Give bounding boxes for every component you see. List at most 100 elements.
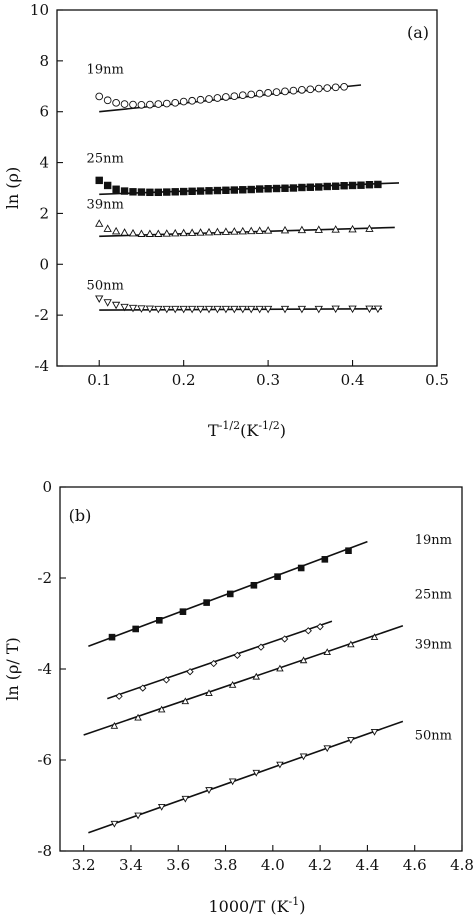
data-point bbox=[221, 305, 231, 314]
data-point bbox=[205, 689, 213, 696]
data-point bbox=[132, 625, 139, 633]
data-point bbox=[331, 225, 340, 233]
data-point bbox=[316, 623, 324, 631]
data-point bbox=[146, 188, 154, 197]
data-point bbox=[365, 180, 374, 189]
data-point bbox=[110, 721, 119, 729]
data-point bbox=[213, 227, 222, 236]
data-point bbox=[134, 713, 142, 721]
data-point bbox=[222, 93, 230, 101]
data-point bbox=[181, 697, 190, 705]
panel-a-series-label-50nm: 50nm bbox=[87, 279, 124, 294]
data-point bbox=[179, 97, 188, 106]
panel-b-y-tick-label: 0 bbox=[42, 478, 52, 496]
data-point bbox=[238, 91, 247, 100]
panel-a-series-50nm bbox=[95, 295, 383, 314]
data-point bbox=[365, 305, 374, 314]
data-point bbox=[348, 224, 357, 233]
panel-b-chart: (b) ln (ρ/ T) 1000/T (K-1) 3.2 3.4 3.6 3.8 4… bbox=[3, 478, 474, 916]
panel-a-series: 19nm 25nm 39nm 50nm bbox=[87, 63, 400, 314]
panel-a-y-tick-label: 10 bbox=[30, 1, 49, 19]
panel-b-series-25nm bbox=[107, 620, 333, 700]
data-point bbox=[222, 186, 230, 194]
data-point bbox=[137, 188, 146, 196]
data-point bbox=[196, 305, 205, 314]
panel-a-series-label-25nm: 25nm bbox=[87, 152, 124, 167]
data-point bbox=[331, 83, 340, 92]
data-point bbox=[263, 226, 273, 234]
data-point bbox=[289, 184, 298, 192]
data-point bbox=[213, 94, 222, 102]
panel-b-x-axis-label: 1000/T (K-1) bbox=[208, 895, 305, 916]
data-point bbox=[111, 226, 121, 235]
data-point bbox=[370, 728, 379, 736]
data-point bbox=[347, 737, 355, 744]
data-point bbox=[171, 228, 180, 237]
panel-a-chart: (a) ln (ρ) T-1/2(K-1/2) 0.1 0.2 0.3 0.4 0.5 -… bbox=[3, 1, 449, 440]
data-point bbox=[247, 226, 256, 235]
data-point bbox=[154, 188, 163, 197]
data-point bbox=[255, 185, 264, 193]
panel-a-series-label-19nm: 19nm bbox=[87, 63, 124, 78]
data-point bbox=[115, 692, 123, 700]
data-point bbox=[129, 100, 137, 109]
panel-b-x-tick-label: 4.8 bbox=[450, 856, 474, 874]
data-point bbox=[315, 183, 323, 191]
data-point bbox=[134, 812, 142, 820]
data-point bbox=[272, 184, 281, 193]
data-point bbox=[162, 99, 171, 108]
panel-a-y-tick-label: -4 bbox=[34, 357, 49, 375]
data-point bbox=[120, 303, 129, 312]
data-point bbox=[228, 778, 237, 786]
panel-a-y-axis-label: ln (ρ) bbox=[3, 167, 22, 209]
data-point bbox=[230, 305, 239, 314]
data-point bbox=[272, 88, 281, 96]
panel-a-y-tick-label: 6 bbox=[39, 103, 49, 121]
panel-a-y-tick-label: 4 bbox=[39, 154, 49, 172]
data-point bbox=[196, 95, 205, 104]
data-point bbox=[186, 668, 194, 676]
panel-b-series-19nm bbox=[88, 540, 368, 647]
panel-b-y-tick-label: -8 bbox=[37, 842, 52, 860]
data-point bbox=[213, 186, 222, 195]
panel-a-plot-frame bbox=[56, 9, 438, 367]
panel-a-axes: 0.1 0.2 0.3 0.4 0.5 -4 -2 0 2 4 6 8 10 bbox=[30, 1, 449, 389]
data-point bbox=[187, 228, 197, 236]
panel-a-x-tick-label: 0.2 bbox=[172, 371, 196, 389]
data-point bbox=[347, 640, 355, 648]
data-point bbox=[357, 181, 365, 189]
panel-a-x-axis-label: T-1/2(K-1/2) bbox=[208, 419, 286, 440]
data-point bbox=[280, 305, 290, 314]
data-point bbox=[323, 745, 331, 753]
panel-a-tag: (a) bbox=[407, 23, 429, 42]
data-point bbox=[365, 224, 374, 232]
panel-b-series-label-19nm: 19nm bbox=[415, 533, 452, 548]
data-point bbox=[233, 651, 241, 659]
data-point bbox=[205, 187, 213, 195]
panel-b-series: 19nm 25nm 39nm 50nm bbox=[83, 533, 452, 834]
panel-b-x-tick-label: 3.2 bbox=[72, 856, 96, 874]
data-point bbox=[179, 228, 188, 237]
panel-b-series-50nm bbox=[88, 720, 404, 834]
data-point bbox=[255, 89, 264, 98]
data-point bbox=[323, 182, 331, 191]
data-point bbox=[323, 84, 332, 92]
data-point bbox=[257, 643, 265, 651]
data-point bbox=[157, 705, 166, 713]
data-point bbox=[298, 183, 306, 192]
data-point bbox=[112, 98, 120, 107]
data-point bbox=[145, 229, 155, 237]
data-point bbox=[281, 635, 289, 643]
panel-a-series-label-39nm: 39nm bbox=[87, 197, 124, 212]
data-point bbox=[255, 226, 264, 234]
data-point bbox=[162, 305, 171, 314]
data-point bbox=[103, 181, 112, 190]
panel-b-x-tick-label: 3.6 bbox=[166, 856, 190, 874]
panel-b-x-tick-label: 3.4 bbox=[119, 856, 143, 874]
data-point bbox=[213, 305, 222, 314]
data-point bbox=[247, 305, 256, 314]
data-point bbox=[103, 224, 112, 232]
data-point bbox=[331, 182, 340, 190]
data-point bbox=[297, 225, 307, 234]
data-point bbox=[179, 187, 188, 196]
